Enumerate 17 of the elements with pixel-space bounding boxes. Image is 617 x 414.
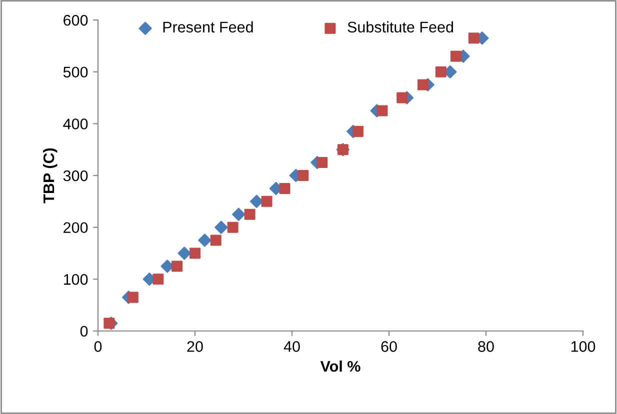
y-tick-label: 600: [64, 14, 88, 26]
x-axis-title: Vol %: [320, 360, 360, 372]
y-tick-label: 300: [63, 170, 88, 182]
legend-label: Substitute Feed: [348, 21, 454, 33]
y-tick-label: 100: [64, 274, 88, 285]
y-tick-label: 0: [80, 326, 88, 337]
x-tick-label: 0: [94, 341, 102, 352]
x-tick-label: 80: [478, 341, 494, 352]
y-axis-title: TBP (C): [42, 148, 58, 204]
x-tick-label: 40: [284, 341, 300, 352]
x-tick-label: 100: [571, 341, 596, 352]
legend-label: Present Feed: [163, 21, 253, 33]
x-tick-label: 20: [187, 341, 203, 352]
x-tick-label: 60: [381, 341, 397, 352]
y-tick-label: 200: [64, 222, 88, 234]
y-tick-label: 400: [63, 118, 88, 130]
y-tick-label: 500: [63, 66, 88, 78]
